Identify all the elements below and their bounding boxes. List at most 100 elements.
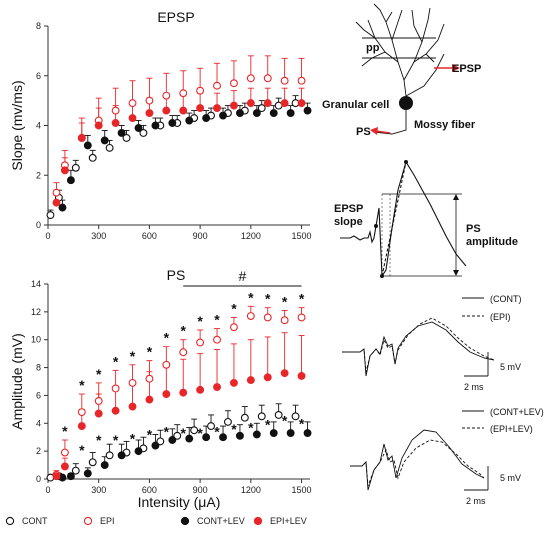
ps-arrow [375,130,391,134]
x-tick-label: 0 [45,485,50,495]
data-point [196,86,205,95]
data-point [207,422,215,431]
data-point [286,109,295,118]
data-point [94,121,103,130]
data-point [229,79,238,88]
data-point [83,141,92,150]
data-point [151,121,160,130]
field-potential-schematic [340,160,467,278]
data-point [246,376,255,385]
data-point [219,111,227,120]
label-pp: pp [366,42,380,54]
data-point [134,447,143,456]
data-point [185,434,194,443]
significance-star: * [214,312,220,328]
y-axis-label: Slope (mv/ms) [9,80,25,170]
data-point [173,431,182,440]
data-point [213,81,221,90]
data-point [213,335,221,344]
label-epsp-slope: EPSP slope [334,203,363,228]
legend-label: CONT [22,516,48,526]
data-point [246,312,255,320]
data-point [202,114,211,122]
data-point [71,163,80,172]
data-point [71,466,80,475]
label-granular-cell: Granular cell [322,99,389,111]
data-point [151,441,160,450]
data-point [263,99,272,108]
data-point [94,397,103,405]
x-tick-label: 300 [91,485,106,495]
data-point [246,74,255,83]
x-tick-label: 1500 [292,485,312,495]
legend-label: EPI+LEV [270,516,307,526]
data-point [252,109,261,118]
significance-star: * [282,413,288,429]
amp-arrowhead-bottom [453,270,459,276]
x-tick-label: 300 [91,231,106,241]
data-point [235,431,244,440]
legend-marker [83,516,93,526]
data-point [185,116,194,125]
data-point [202,433,211,442]
data-point [58,203,67,212]
label-epsp: EPSP [452,63,481,75]
trace-legend-epi: (EPI) [490,312,511,322]
data-point [190,426,199,435]
data-point [162,360,171,369]
data-point [128,378,137,387]
epsp-slope-chart: 0 2 4 6 8 0 300 600 900 1200 1500 EPSP Slope (mv/ms) [9,9,312,241]
legend: CONT EPI CONT+LEV EPI+LEV [5,516,307,526]
trace-panel-cont-epi [342,297,495,377]
data-point [280,99,289,108]
trace-legend-cont-lev: (CONT+LEV) [490,407,544,417]
significance-star: * [96,432,102,448]
data-point [297,313,306,322]
scale-label-2ms-2: 2 ms [466,496,486,506]
data-point [196,338,205,347]
significance-hash: # [238,268,246,284]
data-point [77,422,86,431]
data-point [83,469,92,478]
data-point [145,374,154,383]
data-point [128,402,137,411]
data-point [60,166,69,175]
data-point [134,124,143,132]
data-point [280,76,289,85]
y-tick-label: 2 [36,446,41,456]
significance-star: * [299,415,305,431]
chart-title: EPSP [157,9,194,25]
data-point [286,429,295,437]
data-point [179,89,188,98]
legend-marker [253,516,263,526]
data-point [162,390,171,398]
data-point [128,114,137,122]
data-point [280,369,289,378]
y-tick-label: 2 [36,170,41,180]
data-point [263,74,272,83]
significance-star: * [265,291,271,307]
x-tick-label: 1200 [241,485,261,495]
data-point [280,316,289,325]
x-tick-label: 900 [193,485,208,495]
data-point [156,437,165,446]
data-point [162,106,171,115]
legend-label: CONT+LEV [197,516,245,526]
label-ps-amplitude: PS amplitude [466,223,518,248]
significance-star: * [79,377,85,393]
data-point [52,188,61,197]
data-point [257,412,266,421]
y-tick-label: 14 [31,279,41,289]
data-point [229,378,238,387]
data-point [213,104,221,113]
data-point [52,198,61,207]
significance-star: * [147,344,153,360]
ps-arrowhead [370,127,378,135]
scale-label-5mv-2: 5 mV [500,473,521,483]
significance-star: * [282,293,288,309]
data-point [145,96,154,105]
data-point [111,384,120,393]
data-point [100,461,109,470]
y-tick-label: 0 [36,474,41,484]
significance-star: * [113,432,119,448]
